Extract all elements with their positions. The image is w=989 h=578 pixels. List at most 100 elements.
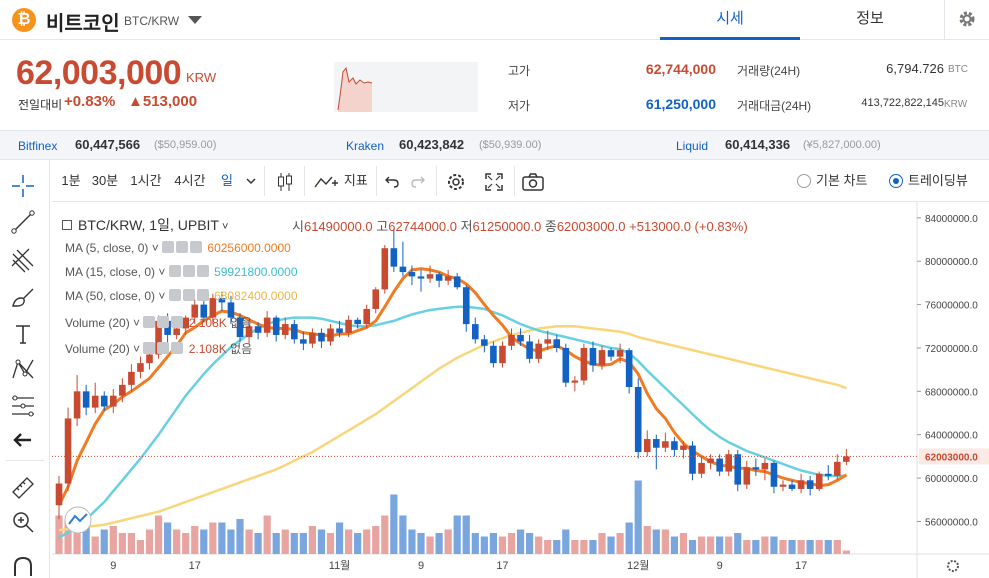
price-chart[interactable]: 84000000.0 80000000.0 76000000.0 72000000.0…: [52, 202, 989, 578]
candle-body: [743, 467, 751, 485]
eye-icon[interactable]: [162, 241, 175, 253]
interval-dropdown[interactable]: [242, 160, 260, 202]
volume-bar: [64, 519, 72, 554]
settings-button[interactable]: [944, 0, 989, 40]
indicators-button[interactable]: 지표: [310, 160, 372, 202]
coin-code[interactable]: BTC/KRW: [124, 14, 180, 28]
x-tick-label: 9: [418, 560, 424, 572]
volume-bar: [716, 536, 724, 554]
trend-line-tool[interactable]: [9, 208, 37, 236]
view-tradingview-radio[interactable]: [889, 174, 903, 188]
candle-body: [662, 441, 669, 448]
exchange-name[interactable]: Liquid: [676, 139, 709, 153]
brush-tool[interactable]: [9, 284, 37, 312]
eye-icon[interactable]: [168, 265, 181, 277]
exchange-price: 60,414,336: [725, 137, 791, 152]
volume-bar: [806, 540, 814, 554]
chart-type-button[interactable]: [270, 160, 300, 202]
interval-1m[interactable]: 1분: [61, 173, 81, 188]
magnet-tool[interactable]: [9, 552, 37, 578]
legend-volume[interactable]: Volume (20) ˅ 2.108K 없음: [65, 316, 253, 330]
gear-icon[interactable]: [157, 316, 170, 328]
gear-icon[interactable]: [157, 342, 170, 354]
volume-bar: [209, 522, 217, 554]
volume-bar: [535, 536, 543, 554]
text-tool[interactable]: [9, 320, 37, 348]
current-price: 62,003,000: [16, 54, 182, 92]
ma15-label: MA (15, close, 0): [65, 265, 156, 279]
interval-1h[interactable]: 1시간: [130, 173, 162, 188]
view-basic-radio[interactable]: [797, 174, 811, 188]
mini-chart[interactable]: [334, 62, 478, 112]
tab-quote[interactable]: 시세: [660, 0, 800, 40]
legend-ma5[interactable]: MA (5, close, 0) ˅ 60256000.0000: [65, 241, 291, 255]
amount-24h-label: 거래대금(24H): [737, 99, 812, 113]
undo-button[interactable]: [380, 160, 404, 202]
ma5-value: 60256000.0000: [207, 241, 291, 255]
volume-bars: [55, 480, 850, 554]
tradingview-logo-mark: [68, 513, 88, 525]
time-axis-settings-button[interactable]: [947, 560, 959, 572]
legend-ma15[interactable]: MA (15, close, 0) ˅ 59921800.0000: [65, 265, 298, 279]
candle-body: [281, 324, 289, 335]
fib-tool[interactable]: [9, 392, 37, 420]
close-icon[interactable]: [196, 289, 209, 301]
eye-icon[interactable]: [143, 342, 156, 354]
pitchfork-tool[interactable]: [9, 246, 37, 274]
interval-30m[interactable]: 30분: [91, 173, 119, 188]
close-icon[interactable]: [190, 241, 203, 253]
interval-1d[interactable]: 일: [221, 173, 233, 188]
candlestick-chart[interactable]: 84000000.0 80000000.0 76000000.0 72000000.0…: [52, 202, 989, 578]
change-amount: ▲513,000: [128, 93, 198, 110]
gear-icon[interactable]: [176, 241, 189, 253]
candle-body: [725, 454, 732, 472]
coin-dropdown-icon[interactable]: [188, 16, 202, 24]
volume-unit: BTC: [948, 64, 968, 75]
volume-bar: [182, 533, 190, 554]
view-tradingview-label[interactable]: 트레이딩뷰: [908, 173, 968, 188]
gear-icon[interactable]: [182, 265, 195, 277]
tab-info[interactable]: 정보: [856, 10, 884, 27]
interval-4h[interactable]: 4시간: [174, 173, 206, 188]
fullscreen-button[interactable]: [480, 160, 508, 202]
candle-body: [236, 317, 244, 338]
zoom-tool[interactable]: [9, 508, 37, 536]
volume-bar: [254, 533, 262, 554]
collapse-icon[interactable]: [62, 220, 72, 230]
candle-body: [173, 328, 180, 335]
measure-tool[interactable]: [9, 472, 37, 500]
volume-bar: [354, 533, 362, 554]
legend-volume-2[interactable]: Volume (20) ˅ 2.108K 없음: [65, 342, 253, 356]
snapshot-button[interactable]: [518, 160, 548, 202]
exchange-jpy-price: (¥5,827,000.00): [803, 139, 881, 151]
drawing-toolbar: [0, 160, 50, 578]
eye-icon[interactable]: [143, 316, 156, 328]
gear-icon[interactable]: [182, 289, 195, 301]
coin-name[interactable]: 비트코인: [46, 13, 120, 35]
crosshair-tool[interactable]: [9, 172, 37, 200]
eye-icon[interactable]: [168, 289, 181, 301]
close-icon[interactable]: [171, 316, 184, 328]
volume-bar: [417, 533, 425, 554]
volume-bar: [462, 515, 470, 554]
low-label: 저: [460, 219, 473, 234]
volume-bar: [326, 533, 335, 554]
back-tool[interactable]: [9, 426, 37, 454]
candle-body: [300, 339, 307, 344]
volume-bar: [127, 533, 135, 554]
close-icon[interactable]: [171, 342, 184, 354]
redo-button[interactable]: [406, 160, 430, 202]
candle-body: [653, 439, 660, 448]
exchange-name[interactable]: Bitfinex: [18, 139, 58, 153]
volume-bar: [634, 480, 642, 554]
ma5-label: MA (5, close, 0): [65, 241, 149, 255]
pattern-tool[interactable]: [9, 356, 37, 384]
y-tick-label: 56000000.0: [925, 517, 978, 528]
close-icon[interactable]: [196, 265, 209, 277]
volume-value: 2.108K: [188, 316, 227, 330]
chart-settings-button[interactable]: [442, 160, 470, 202]
view-basic-label[interactable]: 기본 차트: [816, 173, 868, 188]
exchange-name[interactable]: Kraken: [346, 139, 385, 153]
legend-symbol[interactable]: BTC/KRW, 1일, UPBIT ˅: [62, 215, 228, 235]
legend-ma50[interactable]: MA (50, close, 0) ˅ 68082400.0000: [65, 289, 298, 303]
